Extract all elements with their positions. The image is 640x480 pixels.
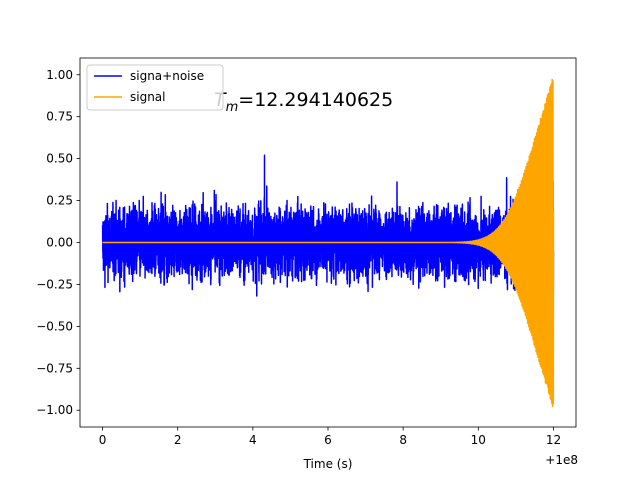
legend-label-signal: signal [130, 90, 166, 104]
series-group [101, 78, 555, 408]
series-line-signal [101, 78, 555, 408]
annotation-subscript: m [226, 100, 239, 115]
legend-label-signa-noise: signa+noise [130, 69, 204, 83]
y-axis: −1.00 −0.75 −0.50 −0.25 0.00 0.25 0.50 0.75 1.00 [36, 68, 80, 417]
y-tick-label: −0.75 [36, 361, 73, 375]
x-tick-label: 0 [99, 433, 107, 447]
x-tick-label: 10 [471, 433, 486, 447]
x-tick-label: 2 [174, 433, 182, 447]
x-axis-label: Time (s) [303, 457, 353, 471]
series-line-signa-noise [101, 154, 555, 325]
x-tick-label: 12 [546, 433, 561, 447]
y-tick-label: −0.25 [36, 277, 73, 291]
y-tick-label: −0.50 [36, 319, 73, 333]
y-tick-label: 0.00 [46, 236, 73, 250]
y-tick-label: 0.25 [46, 194, 73, 208]
x-offset-label: +1e8 [545, 453, 578, 467]
x-axis: 0 2 4 6 8 10 12 [99, 427, 561, 447]
annotation-suffix: =12.294140625 [238, 89, 393, 111]
legend: signa+noise signal [86, 64, 224, 111]
y-tick-label: 0.50 [46, 152, 73, 166]
y-tick-label: 0.75 [46, 110, 73, 124]
y-tick-label: 1.00 [46, 68, 73, 82]
y-tick-label: −1.00 [36, 403, 73, 417]
x-tick-label: 4 [249, 433, 257, 447]
x-tick-label: 8 [399, 433, 407, 447]
x-tick-label: 6 [324, 433, 332, 447]
